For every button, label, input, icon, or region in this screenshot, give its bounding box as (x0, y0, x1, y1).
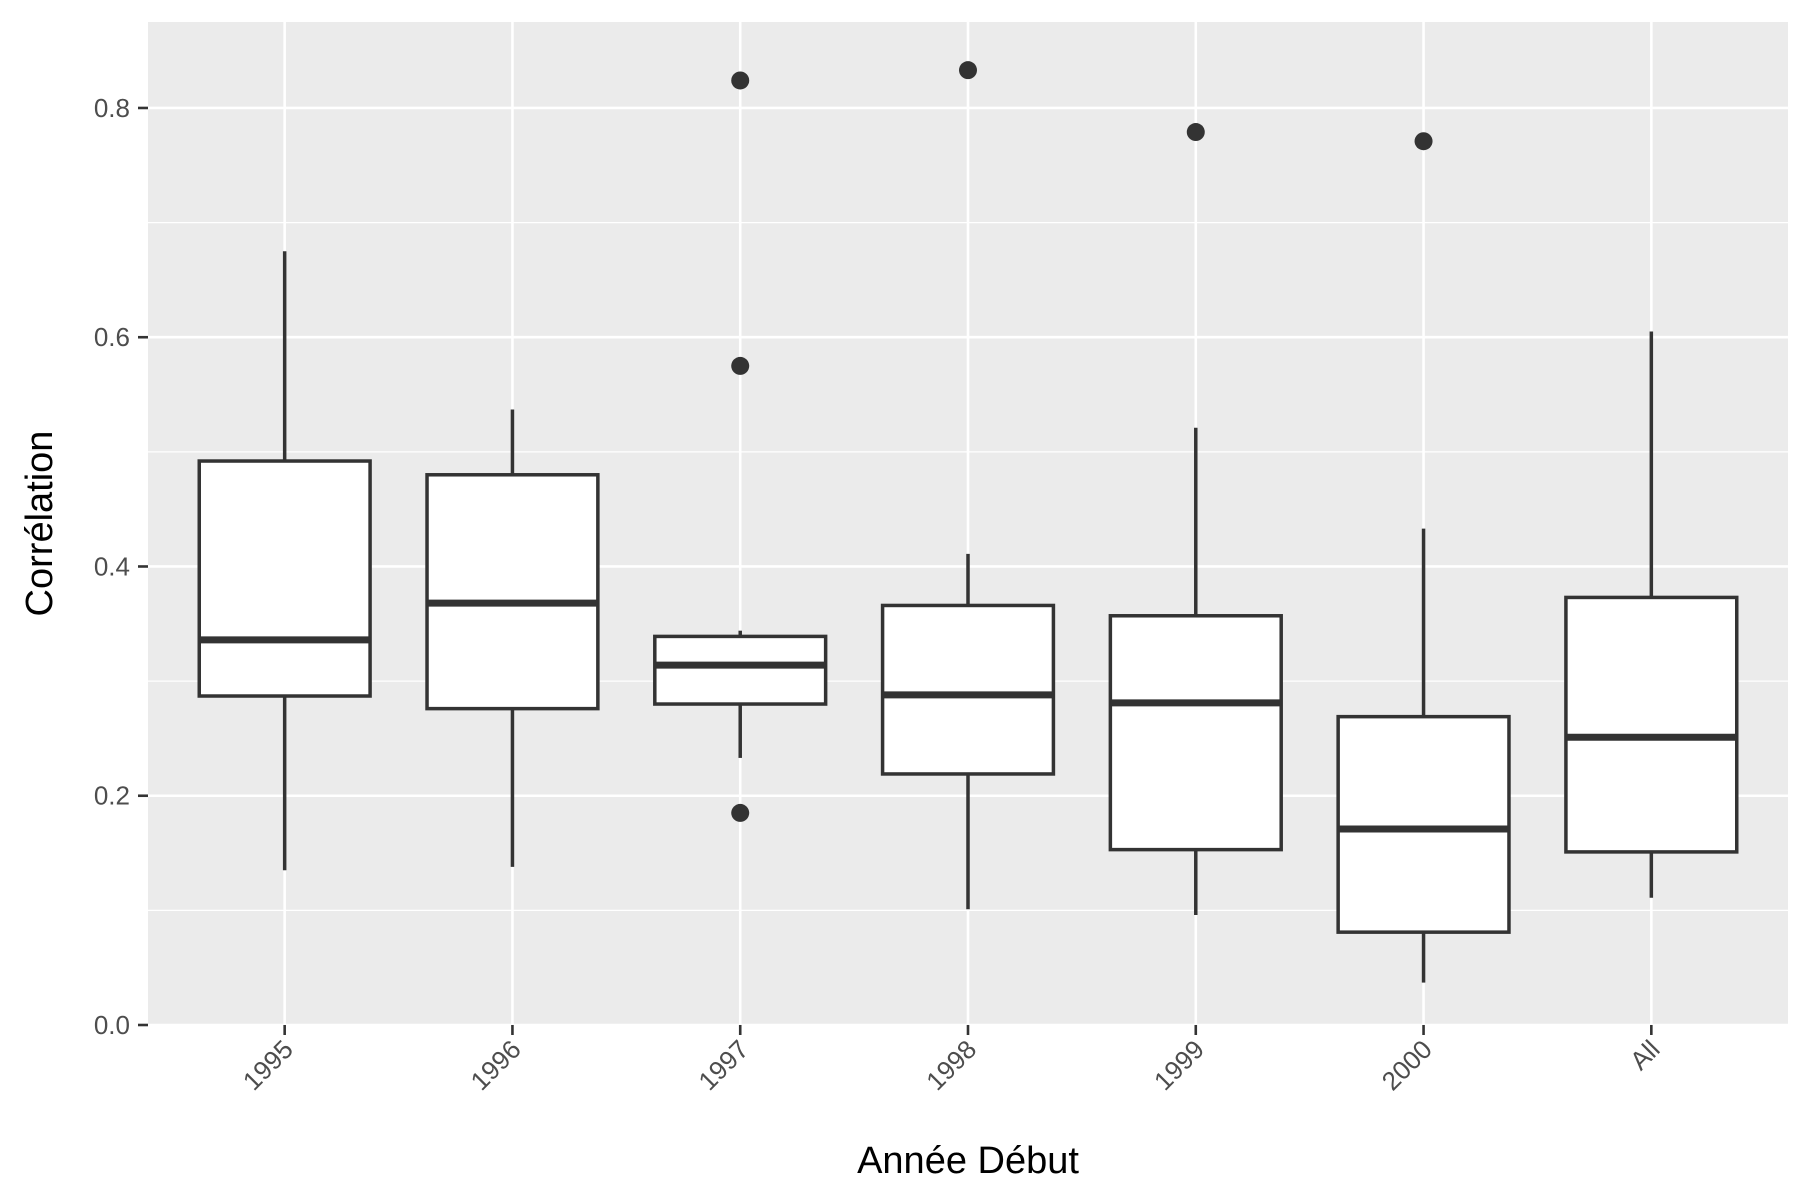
outlier-point (731, 356, 750, 375)
box-1996 (425, 409, 600, 867)
box-iqr (1336, 714, 1511, 934)
box-iqr (1564, 595, 1739, 854)
outlier-point (731, 71, 750, 90)
box-2000 (1336, 132, 1511, 983)
x-tick-label: 1996 (465, 1034, 527, 1096)
outlier-point (959, 61, 977, 80)
x-tick-label: 1998 (920, 1034, 982, 1096)
box-series (197, 61, 1739, 983)
outlier-point (1414, 132, 1433, 151)
box-iqr (1108, 614, 1283, 852)
box-iqr (880, 603, 1056, 776)
y-axis: 0.0 0.2 0.4 0.6 0.8 (94, 93, 148, 1040)
y-tick-label: 0.6 (94, 322, 130, 352)
x-tick-label: 1995 (237, 1034, 299, 1096)
outlier-point (1186, 123, 1205, 142)
y-tick-label: 0.4 (94, 551, 130, 581)
box-iqr (425, 473, 600, 711)
box-1997 (653, 71, 828, 822)
box-iqr (197, 459, 372, 698)
x-axis: 1995 1996 1997 1998 1999 2000 All (237, 1025, 1666, 1096)
box-1998 (880, 61, 1056, 910)
y-axis-title: Corrélation (19, 431, 61, 617)
y-tick-label: 0.2 (94, 781, 130, 811)
box-1999 (1108, 123, 1283, 915)
x-tick-label: 1999 (1148, 1034, 1210, 1096)
box-1995 (197, 251, 372, 871)
x-tick-label: All (1624, 1034, 1666, 1076)
x-tick-label: 2000 (1376, 1034, 1438, 1096)
x-axis-title: Année Début (857, 1140, 1079, 1182)
x-tick-label: 1997 (692, 1034, 754, 1096)
box-All (1564, 331, 1739, 898)
box-iqr (653, 634, 828, 706)
outlier-point (731, 803, 750, 822)
y-tick-label: 0.8 (94, 93, 130, 123)
y-tick-label: 0.0 (94, 1010, 130, 1040)
